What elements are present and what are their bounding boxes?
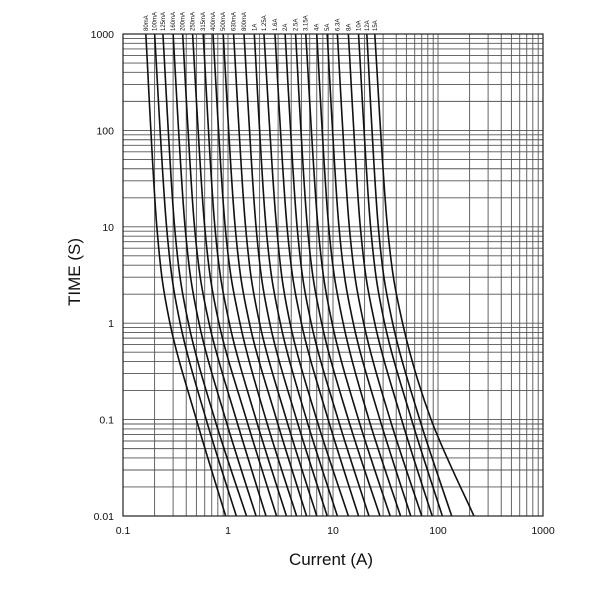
curve-labels: 80mA 100mA 125mA 160mA 200mA 250mA 315mA 400mA 5… — [144, 12, 379, 31]
series-label: 5A — [325, 24, 331, 31]
series-label: 400mA — [211, 12, 217, 31]
series-line — [162, 33, 248, 517]
series-line — [373, 33, 475, 517]
series-label: 2.5A — [294, 19, 300, 31]
y-tick-label: 1000 — [91, 29, 115, 41]
series-label: 15A — [373, 20, 379, 31]
x-tick-label: 10 — [327, 525, 339, 537]
series-label: 12A — [365, 20, 371, 31]
y-tick-label: 1 — [108, 318, 114, 330]
series-line — [284, 33, 370, 517]
series-label: 100mA — [153, 12, 159, 31]
series-line — [336, 33, 423, 517]
series-label: 500mA — [221, 12, 227, 31]
series-line — [153, 33, 238, 517]
x-tick-label: 100 — [429, 525, 447, 537]
y-tick-label: 10 — [102, 222, 114, 234]
series-label: 1.6A — [273, 19, 279, 31]
series-label: 1.25A — [262, 15, 268, 31]
series-label: 160mA — [171, 12, 177, 31]
series-line — [172, 33, 257, 517]
series-line — [253, 33, 339, 517]
y-tick-label: 0.01 — [94, 511, 115, 523]
series-label: 315mA — [201, 12, 207, 31]
x-tick-label: 0.1 — [116, 525, 131, 537]
series-line — [274, 33, 360, 517]
series-line — [326, 33, 412, 517]
x-axis-label: Current (A) — [289, 550, 373, 569]
series-label: 200mA — [181, 12, 187, 31]
series-label: 8A — [346, 24, 352, 31]
series-label: 3.15A — [304, 15, 310, 31]
series-line — [357, 33, 444, 517]
y-axis-label: TIME (S) — [65, 238, 84, 306]
series-line — [222, 33, 308, 517]
series-label: 800mA — [242, 12, 248, 31]
plot-frame — [122, 33, 544, 517]
x-tick-label: 1 — [225, 525, 231, 537]
y-tick-label: 0.1 — [99, 415, 114, 427]
x-tick-label: 1000 — [531, 525, 555, 537]
series-label: 6.3A — [335, 19, 341, 31]
series-label: 1A — [252, 24, 258, 31]
series-line — [191, 33, 278, 517]
series-line — [181, 33, 267, 517]
series-line — [304, 33, 391, 517]
series-label: 250mA — [191, 12, 197, 31]
series-line — [243, 33, 328, 517]
series-label: 4A — [315, 24, 321, 31]
series-label: 10A — [357, 20, 363, 31]
y-tick-labels: 0.01 0.1 1 10 100 1000 — [91, 29, 115, 523]
series-line — [145, 33, 227, 517]
series-line — [294, 33, 381, 517]
series-line — [366, 33, 453, 517]
series-label: 630mA — [232, 12, 238, 31]
series-line — [212, 33, 298, 517]
y-tick-label: 100 — [96, 125, 114, 137]
series-label: 2A — [283, 24, 289, 31]
series-line — [232, 33, 318, 517]
curves — [145, 33, 475, 517]
series-line — [202, 33, 288, 517]
series-line — [347, 33, 433, 517]
x-tick-labels: 0.1 1 10 100 1000 — [116, 525, 555, 537]
series-line — [315, 33, 402, 517]
series-label: 80mA — [144, 15, 150, 31]
series-line — [263, 33, 350, 517]
series-label: 125mA — [161, 12, 167, 31]
